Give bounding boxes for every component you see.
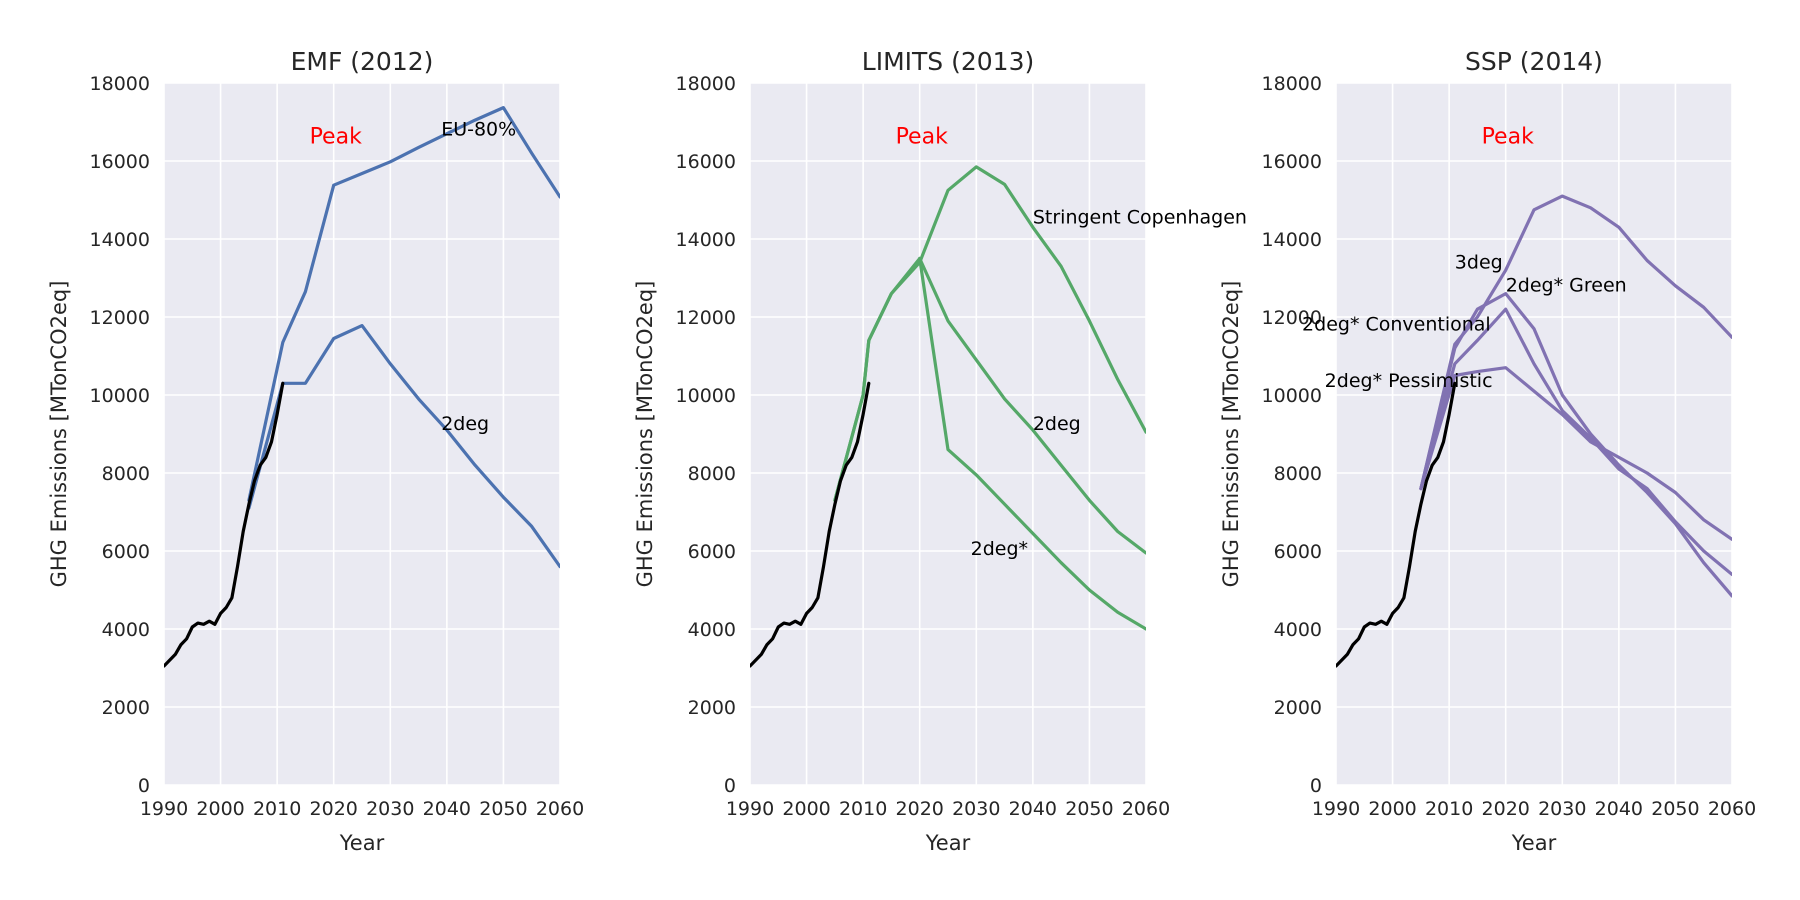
y-tick-label: 2000 — [102, 697, 150, 719]
x-axis-label: Year — [339, 831, 385, 855]
y-tick-label: 10000 — [1262, 385, 1322, 407]
y-tick-label: 18000 — [676, 73, 736, 95]
series-annotation: 2deg* — [971, 538, 1028, 560]
series-line-1 — [1419, 194, 1732, 491]
x-tick-label: 2030 — [366, 798, 414, 820]
x-tick-label: 2010 — [839, 798, 887, 820]
historical-line — [1336, 381, 1457, 668]
x-tick-label: 1990 — [140, 798, 188, 820]
y-tick-label: 10000 — [90, 385, 150, 407]
y-tick-label: 18000 — [1262, 73, 1322, 95]
panel-2: LIMITS (2013) 1990 2000 2010 2020 2030 2040 205… — [633, 47, 1247, 855]
y-tick-label: 4000 — [688, 619, 736, 641]
y-tick-label: 16000 — [90, 151, 150, 173]
x-tick-label: 2000 — [782, 798, 830, 820]
x-tick-label: 2020 — [896, 798, 944, 820]
x-tick-label: 2040 — [423, 798, 471, 820]
y-tick-label: 0 — [724, 775, 736, 797]
x-tick-label: 2060 — [1122, 798, 1170, 820]
historical-line — [750, 381, 871, 668]
series-line-3 — [1419, 307, 1732, 577]
series-line-2 — [833, 256, 1146, 555]
y-axis-label: GHG Emissions [MTonCO2eq] — [47, 281, 71, 588]
series-line-2 — [247, 324, 560, 569]
y-tick-label: 16000 — [676, 151, 736, 173]
chart-title: SSP (2014) — [1465, 47, 1603, 76]
historical-line — [164, 381, 285, 668]
y-tick-label: 14000 — [676, 229, 736, 251]
y-tick-label: 2000 — [1274, 697, 1322, 719]
y-tick-label: 6000 — [1274, 541, 1322, 563]
panel-1: EMF (2012) 1990 2000 2010 2020 2030 2040 2050 20… — [47, 47, 584, 855]
x-tick-label: 2040 — [1595, 798, 1643, 820]
x-tick-label: 2040 — [1009, 798, 1057, 820]
x-tick-label: 2000 — [196, 798, 244, 820]
peak-label: Peak — [896, 124, 948, 149]
series-line-2 — [1419, 292, 1732, 598]
y-tick-label: 10000 — [676, 385, 736, 407]
y-tick-label: 6000 — [688, 541, 736, 563]
series-group — [750, 165, 1146, 668]
x-tick-label: 2060 — [1708, 798, 1756, 820]
series-annotation: 2deg — [1033, 413, 1081, 435]
x-tick-label: 2050 — [1065, 798, 1113, 820]
x-tick-label: 2010 — [253, 798, 301, 820]
y-axis-label: GHG Emissions [MTonCO2eq] — [1219, 281, 1243, 588]
x-tick-label: 2010 — [1425, 798, 1473, 820]
series-annotation: 2deg* Conventional — [1302, 314, 1491, 336]
peak-label: Peak — [310, 124, 362, 149]
series-group — [164, 105, 560, 668]
y-tick-label: 0 — [138, 775, 150, 797]
y-tick-label: 6000 — [102, 541, 150, 563]
x-tick-label: 1990 — [1312, 798, 1360, 820]
y-tick-label: 12000 — [676, 307, 736, 329]
y-tick-label: 8000 — [1274, 463, 1322, 485]
x-tick-label: 2020 — [310, 798, 358, 820]
y-axis-label: GHG Emissions [MTonCO2eq] — [633, 281, 657, 588]
series-annotation: EU-80% — [441, 119, 516, 141]
y-tick-label: 14000 — [1262, 229, 1322, 251]
y-tick-label: 4000 — [102, 619, 150, 641]
y-tick-label: 4000 — [1274, 619, 1322, 641]
x-tick-label: 2050 — [479, 798, 527, 820]
series-annotation: 2deg* Pessimistic — [1325, 370, 1493, 392]
y-tick-label: 14000 — [90, 229, 150, 251]
y-tick-label: 8000 — [688, 463, 736, 485]
x-tick-label: 2030 — [952, 798, 1000, 820]
y-tick-label: 8000 — [102, 463, 150, 485]
series-line-3 — [918, 256, 1146, 631]
x-axis-label: Year — [925, 831, 971, 855]
peak-label: Peak — [1482, 124, 1534, 149]
x-tick-label: 1990 — [726, 798, 774, 820]
plot-area — [1336, 83, 1732, 785]
chart-title: EMF (2012) — [291, 47, 434, 76]
series-annotation: 2deg — [441, 413, 489, 435]
panel-3: SSP (2014) 1990 2000 2010 2020 2030 2040 2050 20… — [1219, 47, 1756, 855]
series-group — [1336, 194, 1732, 668]
y-tick-label: 16000 — [1262, 151, 1322, 173]
y-tick-label: 0 — [1310, 775, 1322, 797]
series-annotation: 2deg* Green — [1506, 275, 1627, 297]
chart-title: LIMITS (2013) — [862, 47, 1034, 76]
x-tick-label: 2020 — [1482, 798, 1530, 820]
series-annotation: Stringent Copenhagen — [1033, 206, 1247, 228]
series-annotation: 3deg — [1455, 251, 1503, 273]
plot-area — [164, 83, 560, 785]
series-line-4 — [1419, 366, 1732, 541]
y-tick-label: 12000 — [90, 307, 150, 329]
x-axis-label: Year — [1511, 831, 1557, 855]
y-tick-label: 2000 — [688, 697, 736, 719]
x-tick-label: 2060 — [536, 798, 584, 820]
y-tick-label: 12000 — [1262, 307, 1322, 329]
plot-area — [750, 83, 1146, 785]
x-tick-label: 2030 — [1538, 798, 1586, 820]
x-tick-label: 2050 — [1651, 798, 1699, 820]
x-tick-label: 2000 — [1368, 798, 1416, 820]
series-line-1 — [247, 105, 560, 502]
y-tick-label: 18000 — [90, 73, 150, 95]
